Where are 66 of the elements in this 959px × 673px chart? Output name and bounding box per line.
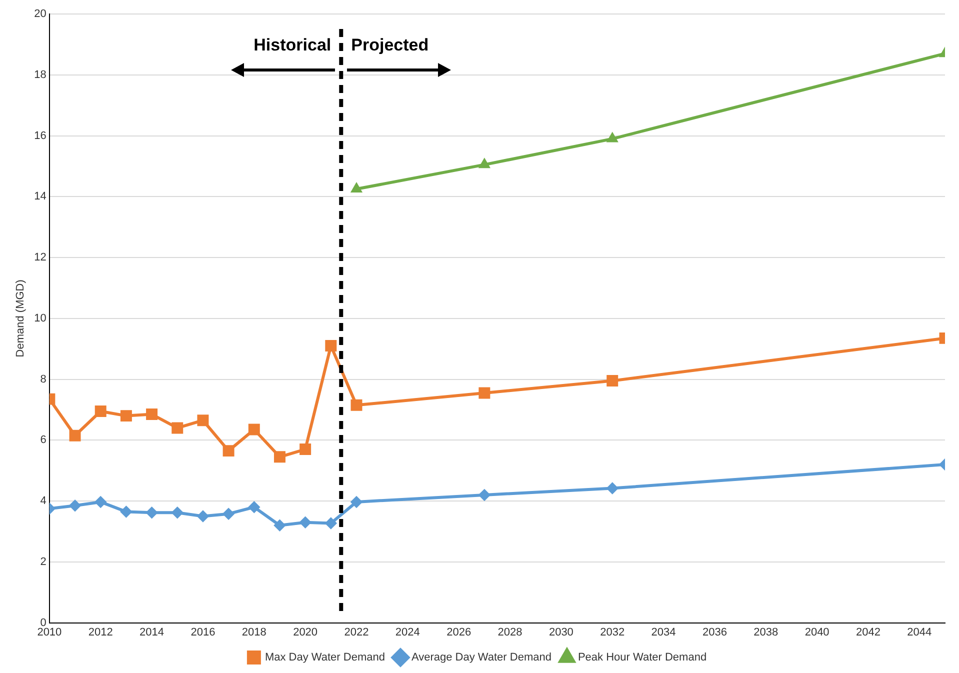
x-tick-label: 2042 xyxy=(856,626,880,638)
point xyxy=(172,422,184,434)
point xyxy=(478,387,490,399)
point xyxy=(172,507,183,518)
x-tick-label: 2020 xyxy=(293,626,318,638)
x-tick-label: 2024 xyxy=(395,626,420,638)
legend-label: Peak Hour Water Demand xyxy=(578,652,707,664)
point xyxy=(197,510,208,522)
point xyxy=(197,414,209,426)
legend-label: Max Day Water Demand xyxy=(264,652,385,664)
point xyxy=(274,451,286,463)
point xyxy=(479,159,490,168)
x-tick-label: 2026 xyxy=(446,626,472,638)
point xyxy=(95,496,106,508)
x-tick-label: 2018 xyxy=(242,626,266,638)
y-tick-label: 4 xyxy=(40,495,46,508)
point xyxy=(325,518,336,529)
point xyxy=(70,500,81,512)
y-tick-label: 8 xyxy=(40,373,46,386)
point xyxy=(94,406,106,417)
x-tick-label: 2016 xyxy=(190,626,216,638)
y-tick-label: 20 xyxy=(34,8,46,20)
x-tick-label: 2028 xyxy=(498,626,522,638)
point xyxy=(222,445,234,457)
annotation: Projected xyxy=(351,36,429,55)
point xyxy=(120,506,132,518)
point xyxy=(300,444,312,456)
point xyxy=(69,430,81,442)
y-axis-title: Demand (MGD) xyxy=(14,280,27,358)
y-tick-label: 16 xyxy=(34,130,46,142)
x-tick-label: 2036 xyxy=(702,626,727,638)
legend-label: Average Day Water Demand xyxy=(411,652,552,664)
point xyxy=(248,424,260,436)
x-tick-label: 2044 xyxy=(907,626,932,638)
point xyxy=(606,375,618,387)
x-tick-label: 2038 xyxy=(754,626,778,638)
point xyxy=(248,502,260,513)
x-tick-label: 2040 xyxy=(804,626,830,638)
y-tick-label: 14 xyxy=(34,190,46,203)
point xyxy=(478,489,490,500)
point xyxy=(350,496,362,508)
x-tick-label: 2014 xyxy=(140,626,164,638)
x-tick-label: 2010 xyxy=(37,626,62,638)
y-tick-label: 0 xyxy=(40,616,46,629)
y-tick-label: 18 xyxy=(34,68,46,81)
point xyxy=(223,508,234,520)
point xyxy=(300,516,311,528)
point xyxy=(350,399,362,411)
x-tick-label: 2022 xyxy=(344,626,369,638)
point xyxy=(146,507,158,518)
point xyxy=(325,340,337,352)
x-tick-label: 2032 xyxy=(600,626,625,638)
point xyxy=(146,408,158,420)
y-tick-label: 6 xyxy=(40,434,46,446)
x-tick-label: 2034 xyxy=(651,626,676,638)
y-tick-label: 10 xyxy=(34,312,46,324)
point xyxy=(607,133,618,142)
x-tick-label: 2030 xyxy=(548,626,574,638)
y-tick-label: 12 xyxy=(34,252,46,264)
point xyxy=(120,410,132,422)
point xyxy=(352,184,362,193)
x-tick-label: 2012 xyxy=(88,626,113,638)
annotation: Historical xyxy=(254,36,332,55)
point xyxy=(606,482,618,494)
point xyxy=(274,520,286,531)
y-tick-label: 2 xyxy=(40,556,46,568)
